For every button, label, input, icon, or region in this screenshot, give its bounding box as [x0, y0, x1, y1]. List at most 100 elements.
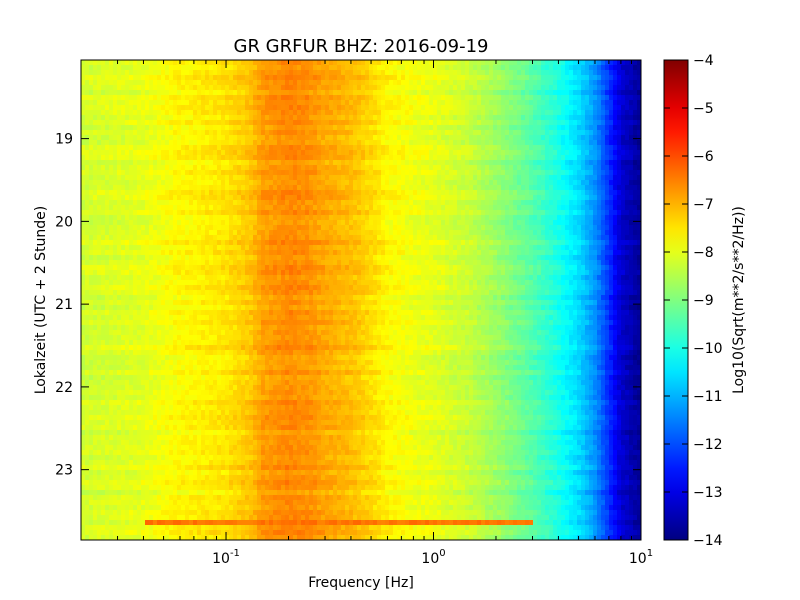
heatmap-cell: [485, 125, 490, 131]
heatmap-cell: [545, 130, 550, 136]
heatmap-cell: [113, 70, 118, 76]
heatmap-cell: [437, 215, 442, 221]
heatmap-cell: [329, 170, 334, 176]
heatmap-cell: [301, 195, 306, 201]
heatmap-cell: [141, 65, 146, 71]
heatmap-cell: [193, 70, 198, 76]
heatmap-cell: [497, 80, 502, 86]
heatmap-cell: [421, 235, 426, 241]
heatmap-cell: [257, 80, 262, 86]
heatmap-cell: [169, 105, 174, 111]
heatmap-cell: [453, 75, 458, 81]
heatmap-cell: [385, 155, 390, 161]
heatmap-cell: [245, 165, 250, 171]
heatmap-cell: [557, 150, 562, 156]
heatmap-cell: [385, 195, 390, 201]
heatmap-cell: [185, 155, 190, 161]
heatmap-cell: [541, 80, 546, 86]
heatmap-cell: [605, 145, 610, 151]
heatmap-cell: [561, 220, 566, 226]
heatmap-cell: [185, 90, 190, 96]
heatmap-cell: [405, 185, 410, 191]
heatmap-cell: [433, 160, 438, 166]
heatmap-cell: [597, 95, 602, 101]
heatmap-cell: [613, 65, 618, 71]
heatmap-cell: [429, 70, 434, 76]
heatmap-cell: [545, 120, 550, 126]
heatmap-cell: [321, 80, 326, 86]
heatmap-cell: [109, 95, 114, 101]
heatmap-cell: [521, 195, 526, 201]
heatmap-cell: [389, 220, 394, 226]
heatmap-cell: [633, 65, 638, 71]
heatmap-cell: [237, 85, 242, 91]
heatmap-cell: [345, 190, 350, 196]
heatmap-cell: [553, 210, 558, 216]
heatmap-cell: [437, 165, 442, 171]
heatmap-cell: [485, 80, 490, 86]
heatmap-cell: [473, 165, 478, 171]
heatmap-cell: [525, 175, 530, 181]
heatmap-cell: [241, 95, 246, 101]
heatmap-cell: [245, 95, 250, 101]
heatmap-cell: [493, 155, 498, 161]
heatmap-cell: [89, 185, 94, 191]
heatmap-cell: [545, 65, 550, 71]
heatmap-cell: [541, 165, 546, 171]
heatmap-cell: [281, 180, 286, 186]
heatmap-cell: [545, 220, 550, 226]
heatmap-cell: [193, 140, 198, 146]
heatmap-cell: [633, 165, 638, 171]
heatmap-cell: [509, 115, 514, 121]
heatmap-cell: [213, 115, 218, 121]
heatmap-cell: [313, 230, 318, 236]
heatmap-cell: [241, 165, 246, 171]
heatmap-cell: [149, 155, 154, 161]
heatmap-cell: [393, 180, 398, 186]
heatmap-cell: [185, 70, 190, 76]
heatmap-cell: [305, 130, 310, 136]
heatmap-cell: [225, 120, 230, 126]
heatmap-cell: [361, 70, 366, 76]
heatmap-cell: [409, 175, 414, 181]
heatmap-cell: [489, 85, 494, 91]
heatmap-cell: [581, 205, 586, 211]
heatmap-cell: [205, 165, 210, 171]
heatmap-cell: [313, 225, 318, 231]
heatmap-cell: [437, 170, 442, 176]
heatmap-cell: [393, 115, 398, 121]
heatmap-cell: [217, 85, 222, 91]
heatmap-cell: [621, 185, 626, 191]
heatmap-cell: [401, 145, 406, 151]
heatmap-cell: [525, 200, 530, 206]
heatmap-cell: [85, 80, 90, 86]
heatmap-cell: [621, 60, 626, 66]
heatmap-cell: [457, 150, 462, 156]
heatmap-cell: [345, 200, 350, 206]
heatmap-cell: [609, 115, 614, 121]
heatmap-cell: [377, 85, 382, 91]
heatmap-cell: [117, 190, 122, 196]
heatmap-cell: [525, 225, 530, 231]
heatmap-cell: [297, 130, 302, 136]
heatmap-cell: [165, 185, 170, 191]
heatmap-cell: [533, 90, 538, 96]
heatmap-cell: [165, 120, 170, 126]
heatmap-cell: [321, 190, 326, 196]
heatmap-cell: [249, 70, 254, 76]
heatmap-cell: [429, 95, 434, 101]
heatmap-cell: [577, 115, 582, 121]
heatmap-cell: [245, 145, 250, 151]
heatmap-cell: [309, 105, 314, 111]
heatmap-cell: [633, 190, 638, 196]
heatmap-cell: [541, 200, 546, 206]
heatmap-cell: [153, 155, 158, 161]
heatmap-cell: [277, 90, 282, 96]
heatmap-cell: [417, 205, 422, 211]
heatmap-cell: [233, 165, 238, 171]
heatmap-cell: [237, 190, 242, 196]
heatmap-cell: [273, 115, 278, 121]
heatmap-cell: [133, 120, 138, 126]
heatmap-cell: [193, 90, 198, 96]
heatmap-cell: [321, 130, 326, 136]
